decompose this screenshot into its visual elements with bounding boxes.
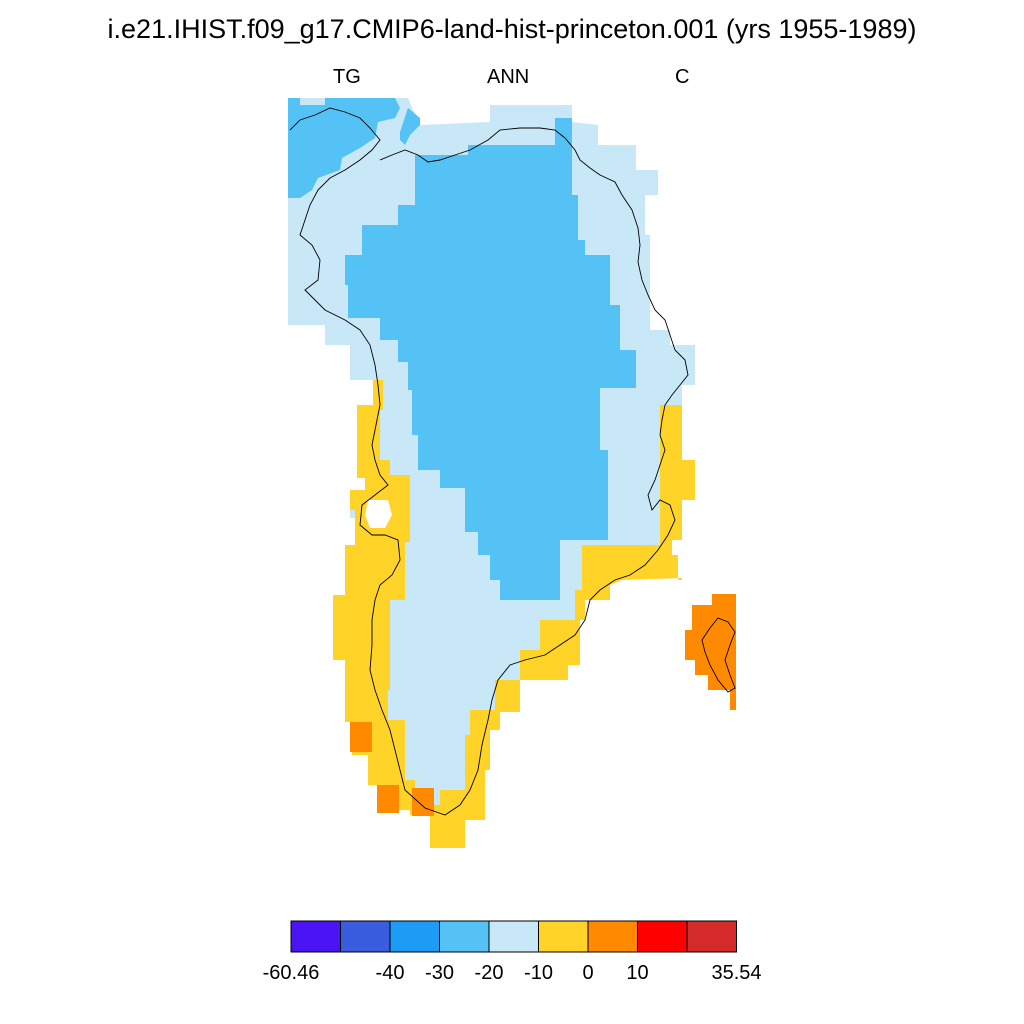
units-label: C <box>675 66 690 88</box>
coastline-island <box>701 617 736 693</box>
period-label: ANN <box>487 66 530 88</box>
colorbar-tick-label: -40 <box>376 962 405 984</box>
field-hole <box>365 500 392 528</box>
colorbar-tick-label: 10 <box>626 962 648 984</box>
field-orange-sw2 <box>377 785 399 813</box>
colorbar-tick-label: -10 <box>524 962 553 984</box>
field-yellow-east <box>582 405 695 568</box>
colorbar-swatch <box>538 920 589 953</box>
field-yellow-west <box>333 380 682 848</box>
field-blue-topright <box>400 108 420 145</box>
colorbar-swatch <box>439 920 490 953</box>
colorbar-swatch <box>637 920 688 953</box>
field-orange-sw1 <box>350 722 372 752</box>
field-orange-east-island <box>685 594 736 710</box>
colorbar-tick-label: -20 <box>475 962 504 984</box>
map-title: i.e21.IHIST.f09_g17.CMIP6-land-hist-prin… <box>107 14 917 44</box>
colorbar-tick-label: 0 <box>582 962 593 984</box>
colorbar-tick-label: -30 <box>425 962 454 984</box>
colorbar-swatch <box>587 920 638 953</box>
field-blue-topleft <box>288 98 400 198</box>
colorbar-tick-label: -60.46 <box>263 962 320 984</box>
field-blue-interior <box>345 118 636 600</box>
variable-label: TG <box>333 66 361 88</box>
colorbar-swatch <box>389 920 440 953</box>
colorbar-swatch <box>340 920 391 953</box>
colorbar-swatch <box>290 920 341 953</box>
colorbar-tick-label: 35.54 <box>711 962 761 984</box>
colorbar-swatch <box>686 920 737 953</box>
colorbar-swatch <box>488 920 539 953</box>
coastline <box>289 107 689 816</box>
